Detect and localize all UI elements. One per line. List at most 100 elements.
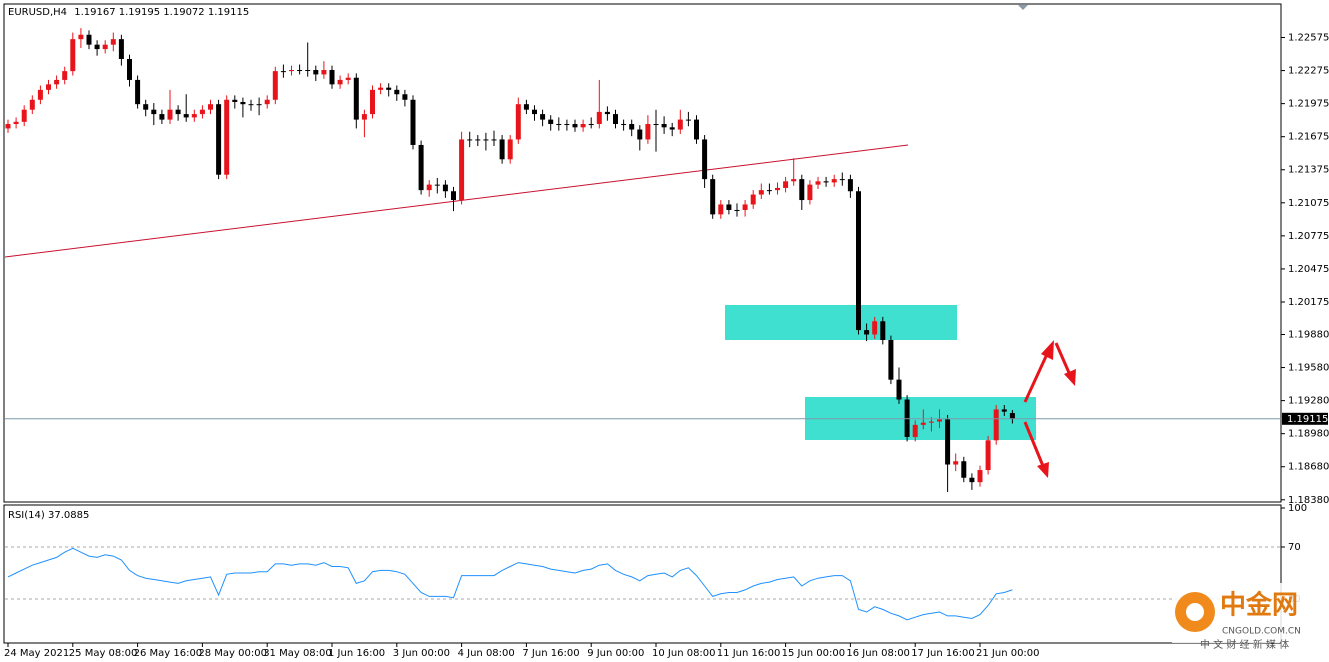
rsi-last: 37.0885 — [48, 510, 89, 521]
x-tick-label: 10 Jun 08:00 — [652, 648, 716, 659]
candle-body — [928, 421, 934, 423]
x-tick-label: 11 Jun 16:00 — [717, 648, 781, 659]
candle-body — [426, 184, 432, 191]
candle-body — [807, 184, 813, 201]
candle-body — [289, 70, 294, 72]
candle-body — [718, 204, 724, 215]
candle-body — [240, 101, 246, 105]
y-tick-label: 1.21675 — [1288, 132, 1329, 143]
candle-body — [694, 119, 699, 140]
logo-slogan: 中 文 财 经 新 媒 体 — [1200, 638, 1289, 651]
candle-body — [370, 89, 375, 115]
shift-marker — [1018, 5, 1028, 10]
x-tick-label: 9 Jun 00:00 — [587, 648, 644, 659]
candle-body — [864, 330, 870, 335]
candle-body — [831, 179, 837, 183]
zone-box — [725, 305, 957, 340]
candle-body — [1009, 413, 1015, 419]
candle-body — [847, 179, 853, 192]
candle-body — [297, 70, 303, 72]
y-tick-label: 1.20175 — [1288, 297, 1329, 308]
candle-body — [21, 109, 27, 122]
candle-body — [532, 109, 537, 115]
candle-body — [94, 44, 100, 50]
x-tick-label: 17 Jun 16:00 — [911, 648, 975, 659]
candle-body — [13, 121, 19, 125]
candle-body — [37, 89, 43, 100]
candle-body — [442, 184, 448, 192]
candle-body — [232, 99, 238, 102]
ohlc-open: 1.19167 — [74, 7, 115, 18]
candle-body — [580, 124, 586, 128]
candle-body — [475, 139, 481, 141]
candle-body — [118, 39, 124, 59]
x-tick-label: 28 May 00:00 — [198, 648, 267, 659]
ohlc-high: 1.19195 — [119, 7, 160, 18]
candle-body — [645, 124, 651, 140]
plot-layer — [4, 28, 1281, 493]
candle-body — [993, 409, 999, 441]
candle-body — [70, 39, 76, 72]
y-tick-label: 1.18380 — [1288, 495, 1329, 506]
candle-body — [880, 321, 886, 341]
candle-body — [791, 179, 797, 182]
candle-body — [596, 111, 602, 125]
arrows — [1023, 340, 1076, 478]
arrow — [1023, 421, 1045, 467]
candle-body — [896, 379, 902, 400]
candle-body — [726, 204, 732, 210]
candle-body — [313, 70, 319, 75]
x-tick-label: 1 Jun 16:00 — [328, 648, 385, 659]
candle-body — [961, 461, 967, 478]
candle-body — [985, 440, 991, 471]
y-tick-label: 1.19280 — [1288, 396, 1329, 407]
candle-body — [710, 179, 716, 215]
symbol: EURUSD,H4 — [8, 7, 67, 18]
y-tick-label: 1.21075 — [1288, 198, 1329, 209]
candle-body — [394, 89, 400, 95]
candle-body — [912, 424, 918, 437]
candle-body — [775, 187, 780, 191]
candle-body — [110, 39, 116, 45]
y-tick-label: 1.18980 — [1288, 429, 1329, 440]
candle-body — [507, 139, 513, 160]
candle-body — [191, 114, 197, 118]
ohlc-low: 1.19072 — [163, 7, 204, 18]
candle-body — [361, 114, 367, 120]
x-tick-label: 7 Jun 16:00 — [522, 648, 579, 659]
x-tick-label: 4 Jun 08:00 — [458, 648, 515, 659]
x-tick-label: 15 Jun 00:00 — [782, 648, 846, 659]
candle-body — [653, 124, 659, 126]
y-tick-label: 1.19880 — [1288, 329, 1329, 340]
candle-body — [685, 119, 691, 121]
candle-body — [402, 94, 408, 100]
candle-body — [629, 124, 635, 130]
x-tick-label: 26 May 16:00 — [134, 648, 203, 659]
price-panel — [3, 3, 1282, 503]
y-tick-label: 1.21975 — [1288, 99, 1329, 110]
candle-body — [143, 104, 149, 110]
x-tick-label: 16 Jun 08:00 — [846, 648, 910, 659]
candle-body — [613, 114, 618, 125]
candle-body — [904, 399, 910, 437]
logo-inner — [1186, 603, 1204, 621]
candle-body — [248, 104, 254, 106]
y-tick-label: 1.18680 — [1288, 462, 1329, 473]
x-tick-label: 21 Jun 00:00 — [976, 648, 1040, 659]
candle-body — [1001, 409, 1007, 412]
candle-body — [378, 87, 384, 90]
candle-body — [256, 104, 262, 106]
candle-body — [321, 70, 327, 75]
candle-body — [127, 58, 132, 80]
arrow-head — [1037, 462, 1049, 478]
candle-body — [199, 109, 205, 115]
y-tick-label: 100 — [1288, 503, 1307, 514]
candle-body — [183, 114, 189, 118]
candle-body — [702, 139, 708, 180]
rsi-line — [7, 547, 1013, 621]
candle-body — [523, 104, 529, 110]
candle-body — [451, 191, 456, 201]
candle-body — [159, 114, 165, 120]
candle-body — [483, 139, 489, 141]
x-tick-label: 24 May 2021 — [4, 648, 69, 659]
